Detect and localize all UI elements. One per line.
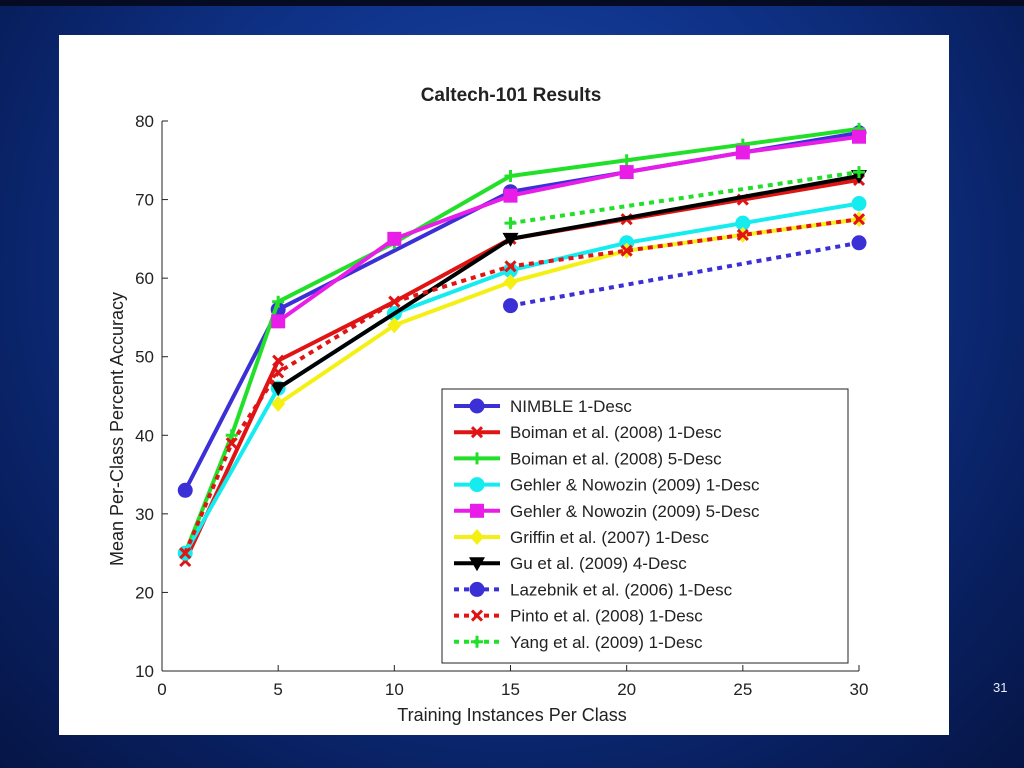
data-point bbox=[852, 213, 866, 226]
series-line bbox=[183, 217, 860, 554]
data-point bbox=[504, 170, 517, 182]
data-point bbox=[735, 145, 750, 160]
legend-label: Gu et al. (2009) 4-Desc bbox=[510, 554, 687, 573]
legend-marker bbox=[469, 398, 485, 414]
data-point bbox=[272, 366, 285, 379]
data-point bbox=[502, 232, 519, 247]
series-line bbox=[183, 126, 860, 554]
data-point bbox=[270, 382, 287, 397]
legend: NIMBLE 1-Desc Boiman et al. (2008) 1-Desc… bbox=[441, 388, 849, 664]
series-7 bbox=[270, 170, 867, 397]
y-tick-label: 70 bbox=[135, 191, 154, 210]
legend-marker bbox=[471, 635, 483, 648]
data-point bbox=[852, 129, 866, 144]
x-tick-label: 20 bbox=[617, 680, 636, 699]
legend-entry: Gu et al. (2009) 4-Desc bbox=[454, 554, 687, 573]
x-tick-label: 15 bbox=[501, 680, 520, 699]
data-point bbox=[272, 295, 285, 308]
y-axis-label: Mean Per-Class Percent Accuracy bbox=[107, 292, 127, 566]
data-point bbox=[388, 295, 401, 308]
x-tick-label: 30 bbox=[850, 680, 869, 699]
data-point bbox=[619, 165, 634, 180]
chart-panel: Caltech-101 Results Training Instances P… bbox=[59, 35, 949, 735]
data-point bbox=[225, 437, 238, 450]
y-tick-label: 20 bbox=[135, 583, 154, 602]
legend-marker bbox=[469, 477, 485, 493]
legend-label: Boiman et al. (2008) 5-Desc bbox=[510, 449, 722, 468]
x-tick-label: 25 bbox=[733, 680, 752, 699]
legend-entry: Lazebnik et al. (2006) 1-Desc bbox=[454, 580, 733, 599]
y-tick-label: 10 bbox=[135, 662, 154, 681]
data-point bbox=[503, 274, 518, 291]
series-9 bbox=[179, 213, 866, 560]
series-5 bbox=[271, 129, 866, 329]
data-point bbox=[271, 314, 286, 329]
data-point bbox=[851, 235, 867, 251]
data-point bbox=[272, 354, 285, 367]
data-point bbox=[620, 154, 633, 167]
data-point bbox=[504, 260, 517, 273]
data-point bbox=[736, 228, 749, 241]
legend-marker bbox=[470, 426, 484, 439]
legend-entry: Griffin et al. (2007) 1-Desc bbox=[454, 528, 710, 547]
legend-entry: Pinto et al. (2008) 1-Desc bbox=[454, 607, 703, 626]
data-point bbox=[271, 395, 286, 412]
top-edge-bar bbox=[0, 0, 1024, 6]
data-point bbox=[503, 298, 518, 314]
series-line bbox=[277, 134, 860, 323]
data-point bbox=[387, 317, 402, 334]
series-line bbox=[277, 217, 860, 406]
legend-entry: Boiman et al. (2008) 5-Desc bbox=[454, 449, 722, 468]
legend-label: NIMBLE 1-Desc bbox=[510, 397, 632, 416]
legend-box bbox=[441, 388, 849, 664]
legend-marker bbox=[470, 529, 484, 545]
legend-label: Griffin et al. (2007) 1-Desc bbox=[510, 528, 710, 547]
legend-marker bbox=[469, 557, 485, 572]
data-point bbox=[179, 547, 192, 560]
series-10 bbox=[504, 166, 865, 230]
data-point bbox=[853, 166, 865, 179]
legend-label: Pinto et al. (2008) 1-Desc bbox=[510, 607, 703, 626]
data-point bbox=[225, 429, 238, 442]
series-line bbox=[510, 170, 860, 226]
y-tick-label: 50 bbox=[135, 348, 154, 367]
legend-entry: Boiman et al. (2008) 1-Desc bbox=[454, 423, 722, 442]
series-8 bbox=[503, 235, 867, 314]
legend-marker bbox=[470, 609, 484, 622]
legend-marker bbox=[469, 581, 485, 597]
y-tick-label: 80 bbox=[135, 112, 154, 131]
chart-title: Caltech-101 Results bbox=[421, 85, 602, 106]
legend-entry: NIMBLE 1-Desc bbox=[454, 397, 632, 416]
data-point bbox=[177, 482, 193, 498]
x-axis-label: Training Instances Per Class bbox=[397, 705, 626, 725]
legend-label: Gehler & Nowozin (2009) 5-Desc bbox=[510, 502, 760, 521]
legend-label: Gehler & Nowozin (2009) 1-Desc bbox=[510, 476, 760, 495]
legend-entry: Gehler & Nowozin (2009) 5-Desc bbox=[454, 502, 760, 521]
y-tick-label: 60 bbox=[135, 269, 154, 288]
legend-marker bbox=[471, 452, 483, 465]
legend-label: Yang et al. (2009) 1-Desc bbox=[510, 633, 703, 652]
line-chart: Caltech-101 Results Training Instances P… bbox=[107, 85, 868, 725]
x-tick-label: 10 bbox=[385, 680, 404, 699]
data-point bbox=[503, 188, 518, 203]
y-tick-label: 30 bbox=[135, 505, 154, 524]
legend-entry: Gehler & Nowozin (2009) 1-Desc bbox=[454, 476, 760, 495]
data-point bbox=[851, 196, 867, 211]
data-point bbox=[504, 217, 517, 230]
data-point bbox=[620, 244, 633, 257]
series-line bbox=[277, 174, 860, 390]
axes: 0 5 10 15 20 25 30 10 20 30 40 50 60 70 80 bbox=[135, 112, 868, 699]
data-point bbox=[387, 231, 402, 246]
series-6 bbox=[271, 211, 866, 412]
y-tick-label: 40 bbox=[135, 426, 154, 445]
x-tick-label: 0 bbox=[157, 680, 166, 699]
series-layer bbox=[177, 122, 867, 568]
series-line bbox=[510, 240, 860, 308]
legend-marker bbox=[470, 503, 484, 518]
legend-entry: Yang et al. (2009) 1-Desc bbox=[454, 633, 703, 652]
x-tick-label: 5 bbox=[273, 680, 282, 699]
legend-label: Boiman et al. (2008) 1-Desc bbox=[510, 423, 722, 442]
slide-page-number: 31 bbox=[993, 680, 1008, 695]
legend-label: Lazebnik et al. (2006) 1-Desc bbox=[510, 580, 733, 599]
